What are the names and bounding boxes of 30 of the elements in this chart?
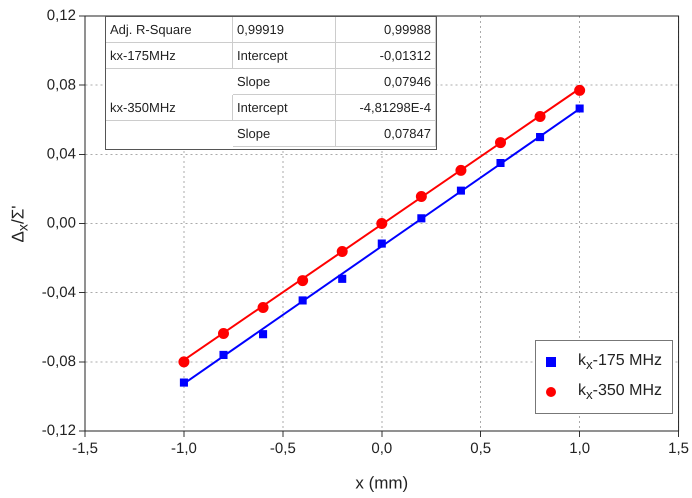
annotation: 0,07847 (336, 121, 436, 147)
annotation: Intercept (233, 43, 336, 69)
y-tick-label: 0,08 (46, 76, 76, 94)
x-tick-label: -0,5 (270, 440, 296, 458)
annotation: -4,81298E-4 (336, 95, 436, 121)
y-tick-label: -0,08 (42, 352, 76, 370)
annotation: Slope (233, 121, 336, 147)
x-tick-label: 0,5 (470, 440, 492, 458)
x-tick-label: 1,5 (668, 440, 690, 458)
x-tick-label: -1,0 (171, 440, 197, 458)
annotation: 0,07946 (336, 69, 436, 95)
annotation: Slope (233, 69, 336, 95)
annotation: 0,99988 (336, 17, 436, 43)
x-tick-label: 0,0 (371, 440, 392, 458)
x-tick-label: -1,5 (72, 440, 98, 458)
legend-label: k$_{x}$-350 MHz (578, 382, 662, 402)
x-axis-title: x (mm) (355, 473, 408, 492)
x-tick-label: 1,0 (569, 440, 590, 458)
legend-label: k$_{x}$-175 MHz (578, 352, 662, 372)
y-tick-label: 0,00 (46, 214, 76, 232)
y-tick-label: -0,12 (42, 422, 76, 440)
annotation: Intercept (233, 95, 336, 121)
y-tick-label: 0,12 (46, 7, 76, 24)
y-tick-label: -0,04 (42, 284, 76, 301)
annotation: Adj. R-Square (106, 17, 233, 43)
y-tick-label: 0,04 (46, 145, 76, 162)
annotation: -0,01312 (336, 43, 436, 69)
annotation: 0,99919 (233, 17, 336, 43)
annotation: kx-350MHz (106, 95, 233, 121)
annotation: kx-175MHz (106, 43, 233, 69)
